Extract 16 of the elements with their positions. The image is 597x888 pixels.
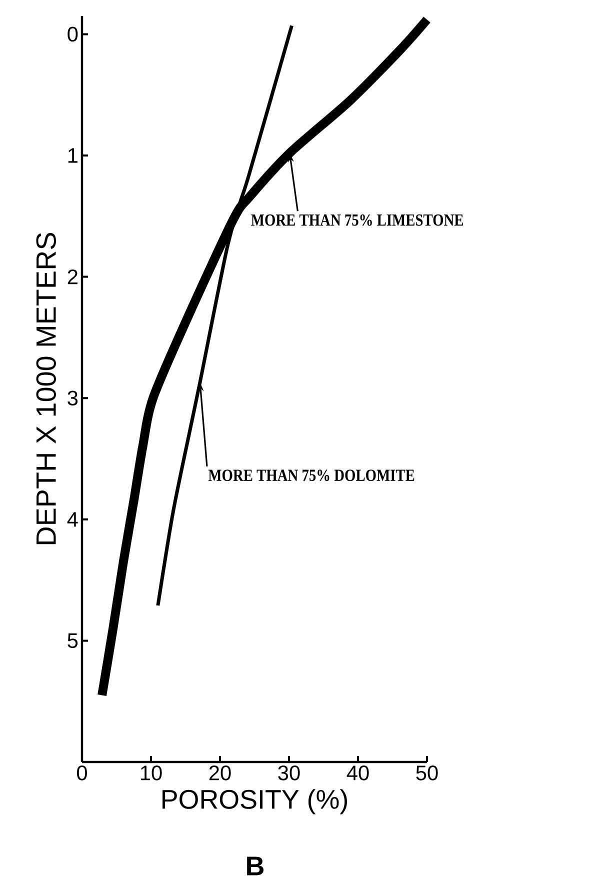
x-tick-label: 40 xyxy=(346,766,369,780)
x-tick-label: 30 xyxy=(278,766,300,780)
text: B xyxy=(247,856,264,876)
y-tick-label: 5 xyxy=(68,633,78,648)
x-axis-title: POROSITY (%) xyxy=(162,789,347,814)
y-axis-title: DEPTH X 1000 METERS xyxy=(36,232,56,544)
y-tick-label: 0 xyxy=(68,26,78,42)
y-tick-label: 2 xyxy=(68,269,78,284)
annotation: MORE THAN 75% LIMESTONE xyxy=(251,214,464,226)
y-tick-label: 4 xyxy=(67,512,78,527)
annotation: MORE THAN 75% DOLOMITE xyxy=(208,470,414,482)
x-tick-label: 50 xyxy=(416,766,438,780)
x-tick-label: 20 xyxy=(209,766,231,780)
y-tick-label: 1 xyxy=(68,148,78,163)
y-tick-label: 3 xyxy=(68,390,78,406)
x-tick-label: 10 xyxy=(140,766,162,780)
